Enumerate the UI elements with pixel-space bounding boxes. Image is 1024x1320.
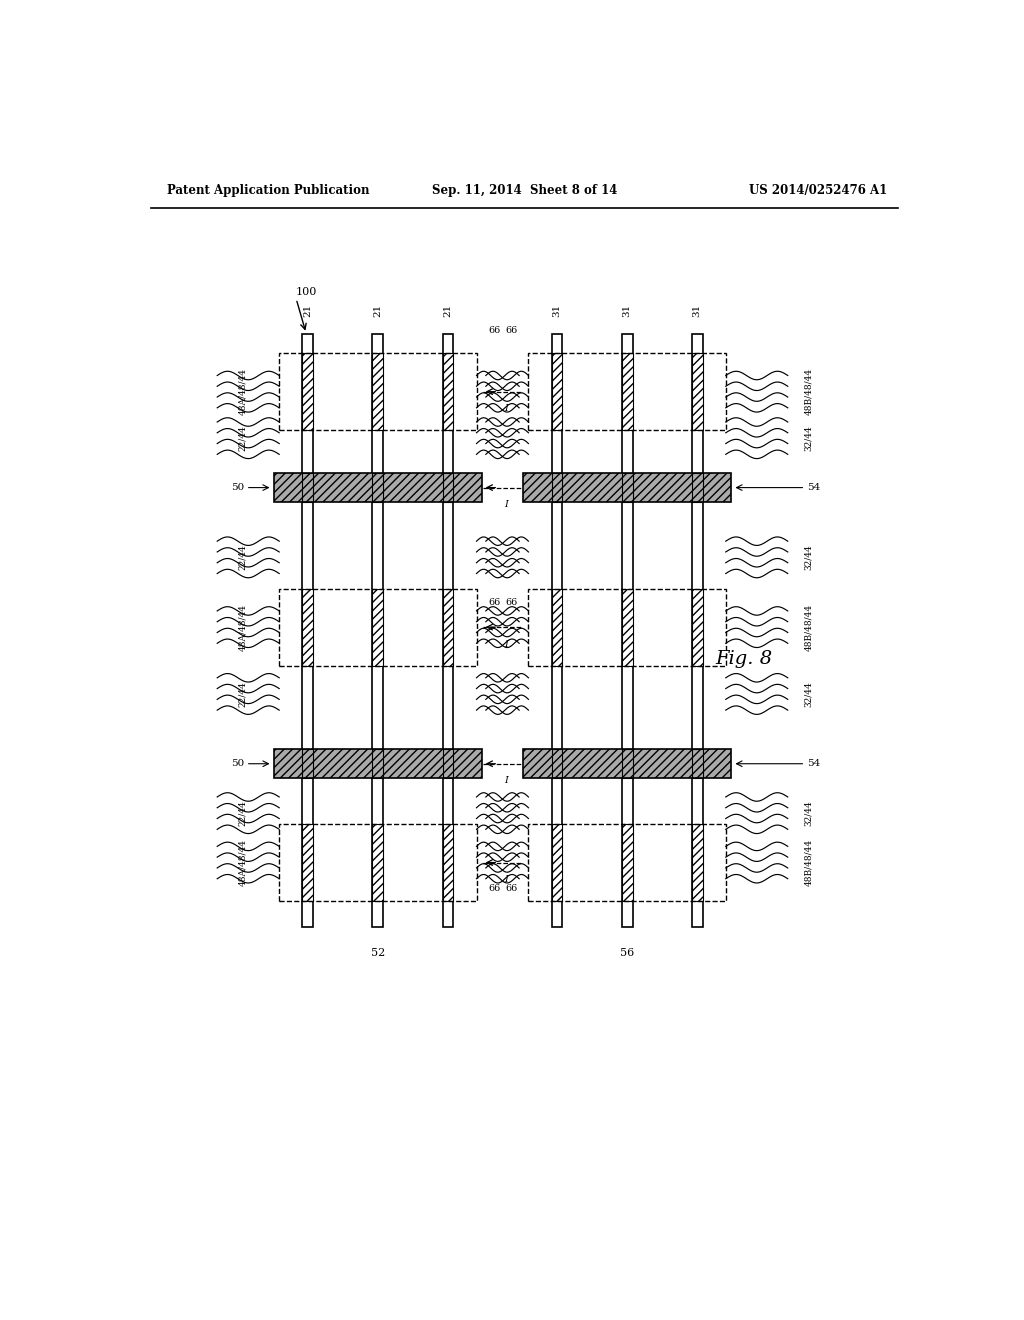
Bar bbox=[442, 589, 454, 665]
Text: 100: 100 bbox=[296, 288, 317, 297]
Text: 22/44: 22/44 bbox=[239, 425, 247, 451]
Bar bbox=[280, 824, 476, 902]
Text: Fig. 8: Fig. 8 bbox=[716, 649, 772, 668]
Bar bbox=[442, 473, 454, 502]
Text: 48B/48/44: 48B/48/44 bbox=[804, 603, 813, 651]
Text: 66: 66 bbox=[488, 326, 501, 335]
Text: US 2014/0252476 A1: US 2014/0252476 A1 bbox=[750, 185, 888, 197]
Bar bbox=[442, 334, 454, 927]
Text: 50: 50 bbox=[231, 759, 245, 768]
Text: 48A/48/44: 48A/48/44 bbox=[239, 368, 247, 416]
Text: 66: 66 bbox=[506, 884, 518, 894]
Text: 66: 66 bbox=[488, 598, 501, 607]
Bar bbox=[622, 354, 633, 430]
Bar bbox=[552, 750, 562, 779]
Text: 31: 31 bbox=[623, 304, 632, 317]
Bar bbox=[373, 589, 383, 665]
Bar bbox=[302, 750, 313, 779]
Text: I: I bbox=[505, 404, 508, 413]
Text: 31: 31 bbox=[553, 304, 561, 317]
Bar bbox=[552, 473, 562, 502]
Bar bbox=[373, 824, 383, 902]
Bar bbox=[523, 750, 731, 779]
Text: 22/44: 22/44 bbox=[239, 544, 247, 570]
Text: 21: 21 bbox=[303, 304, 312, 317]
Text: 32/44: 32/44 bbox=[804, 681, 813, 706]
Bar bbox=[622, 750, 633, 779]
Bar bbox=[552, 334, 562, 927]
Bar bbox=[528, 354, 726, 430]
Text: 32/44: 32/44 bbox=[804, 544, 813, 570]
Bar bbox=[442, 750, 454, 779]
Text: 32/44: 32/44 bbox=[804, 425, 813, 451]
Bar bbox=[692, 824, 702, 902]
Bar bbox=[373, 334, 383, 927]
Text: Sep. 11, 2014  Sheet 8 of 14: Sep. 11, 2014 Sheet 8 of 14 bbox=[432, 185, 617, 197]
Bar bbox=[528, 824, 726, 902]
Bar bbox=[552, 589, 562, 665]
Bar bbox=[274, 473, 481, 502]
Bar bbox=[373, 473, 383, 502]
Text: 21: 21 bbox=[374, 304, 382, 317]
Text: 31: 31 bbox=[692, 304, 701, 317]
Text: 21: 21 bbox=[443, 304, 453, 317]
Text: I: I bbox=[505, 875, 508, 884]
Text: 50: 50 bbox=[231, 483, 245, 492]
Bar bbox=[692, 750, 702, 779]
Bar bbox=[302, 473, 313, 502]
Bar bbox=[373, 750, 383, 779]
Text: 56: 56 bbox=[620, 948, 634, 958]
Bar bbox=[692, 473, 702, 502]
Bar bbox=[442, 354, 454, 430]
Bar bbox=[692, 334, 702, 927]
Text: I: I bbox=[505, 640, 508, 648]
Text: Patent Application Publication: Patent Application Publication bbox=[167, 185, 370, 197]
Bar bbox=[280, 589, 476, 665]
Bar bbox=[622, 473, 633, 502]
Bar bbox=[302, 589, 313, 665]
Text: 48A/48/44: 48A/48/44 bbox=[239, 840, 247, 886]
Bar bbox=[622, 589, 633, 665]
Text: 48B/48/44: 48B/48/44 bbox=[804, 368, 813, 416]
Text: I: I bbox=[505, 776, 508, 785]
Bar bbox=[528, 589, 726, 665]
Text: 22/44: 22/44 bbox=[239, 800, 247, 826]
Bar bbox=[302, 354, 313, 430]
Bar bbox=[622, 824, 633, 902]
Bar bbox=[523, 473, 731, 502]
Bar bbox=[622, 334, 633, 927]
Bar bbox=[302, 334, 313, 927]
Bar bbox=[552, 824, 562, 902]
Bar bbox=[692, 354, 702, 430]
Bar bbox=[692, 589, 702, 665]
Text: 54: 54 bbox=[807, 483, 820, 492]
Text: 66: 66 bbox=[506, 598, 518, 607]
Text: 52: 52 bbox=[371, 948, 385, 958]
Bar bbox=[552, 354, 562, 430]
Text: 66: 66 bbox=[506, 326, 518, 335]
Bar bbox=[302, 824, 313, 902]
Text: I: I bbox=[505, 500, 508, 510]
Text: 54: 54 bbox=[807, 759, 820, 768]
Text: 48A/48/44: 48A/48/44 bbox=[239, 603, 247, 651]
Text: 22/44: 22/44 bbox=[239, 681, 247, 706]
Bar bbox=[373, 354, 383, 430]
Bar bbox=[280, 354, 476, 430]
Bar bbox=[442, 824, 454, 902]
Text: 48B/48/44: 48B/48/44 bbox=[804, 840, 813, 886]
Bar bbox=[274, 750, 481, 779]
Text: 66: 66 bbox=[488, 884, 501, 894]
Text: 32/44: 32/44 bbox=[804, 800, 813, 826]
